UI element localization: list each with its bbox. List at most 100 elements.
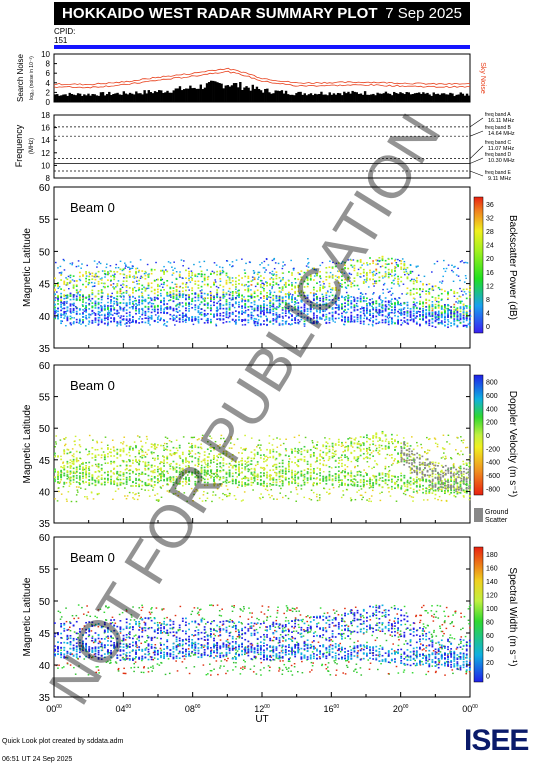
noise-bar: [174, 88, 178, 102]
power-band-cell: [138, 279, 141, 282]
power-band-cell: [250, 296, 253, 299]
power-band-cell: [57, 285, 59, 287]
power-band-cell: [453, 308, 456, 311]
noise-bar: [376, 92, 379, 102]
power-band-cell: [160, 289, 162, 292]
velocity-band-cell: [259, 449, 262, 451]
velocity-scatter-cell: [416, 441, 418, 444]
power-scatter-cell: [377, 322, 380, 324]
velocity-scatter-cell: [389, 495, 392, 497]
power-band-cell: [390, 308, 393, 311]
velocity-band-cell: [66, 452, 69, 455]
power-band-cell: [216, 313, 219, 315]
power-band-cell: [275, 312, 278, 314]
power-band-cell: [132, 291, 134, 294]
power-scatter-cell: [140, 275, 143, 278]
velocity-scatter-cell: [78, 481, 80, 484]
velocity-scatter-cell: [322, 471, 325, 473]
power-band-cell: [288, 294, 290, 296]
power-scatter-cell: [185, 282, 188, 284]
power-scatter-cell: [376, 259, 379, 262]
power-band-cell: [291, 274, 293, 276]
power-band-cell: [238, 303, 240, 306]
velocity-scatter-cell: [384, 468, 387, 470]
power-scatter-cell: [164, 307, 167, 309]
power-band-cell: [222, 294, 225, 296]
velocity-scatter-cell: [373, 466, 375, 468]
power-band-cell: [334, 301, 337, 303]
power-band-cell: [241, 320, 243, 323]
velocity-scatter-cell: [102, 451, 105, 453]
noise-bar: [266, 88, 269, 102]
power-band-cell: [459, 300, 462, 303]
velocity-scatter-cell: [370, 452, 373, 454]
power-band-cell: [263, 311, 265, 314]
power-band-cell: [116, 295, 119, 298]
power-band-cell: [116, 283, 119, 285]
power-band-cell: [266, 323, 268, 326]
velocity-scatter-cell: [216, 488, 219, 490]
power-band-cell: [60, 316, 63, 319]
power-band-cell: [203, 278, 206, 280]
power-scatter-cell: [85, 318, 88, 320]
noise-bar: [320, 91, 323, 102]
power-band-cell: [160, 309, 162, 311]
power-scatter-cell: [101, 292, 104, 294]
velocity-scatter-cell: [179, 469, 181, 471]
power-band-cell: [366, 309, 368, 312]
power-band-cell: [400, 312, 403, 315]
velocity-band-cell: [181, 459, 184, 461]
power-band-cell: [353, 316, 356, 318]
velocity-scatter-cell: [227, 495, 229, 497]
power-band-cell: [228, 281, 231, 284]
velocity-scatter-cell: [285, 438, 287, 440]
velocity-scatter-cell: [170, 477, 173, 479]
power-band-cell: [468, 315, 471, 318]
power-band-cell: [272, 297, 275, 300]
velocity-scatter-cell: [352, 478, 355, 480]
power-band-cell: [194, 296, 197, 299]
velocity-scatter-cell: [242, 499, 244, 501]
power-scatter-cell: [298, 273, 301, 275]
power-band-cell: [147, 308, 150, 310]
power-band-cell: [394, 311, 396, 313]
power-band-cell: [334, 289, 337, 291]
velocity-scatter-cell: [72, 481, 75, 483]
power-band-cell: [325, 304, 328, 307]
power-band-cell: [153, 292, 156, 295]
power-scatter-cell: [133, 277, 136, 279]
power-scatter-cell: [436, 318, 438, 321]
power-band-cell: [150, 286, 153, 289]
velocity-scatter-cell: [162, 471, 164, 473]
power-band-cell: [316, 305, 318, 307]
velocity-band-cell: [175, 452, 178, 454]
power-scatter-cell: [87, 283, 90, 286]
velocity-scatter-cell: [388, 469, 391, 472]
power-scatter-cell: [385, 305, 388, 308]
power-scatter-cell: [363, 279, 366, 281]
noise-bar: [301, 94, 304, 102]
velocity-band-cell: [263, 458, 265, 460]
power-band-cell: [97, 302, 100, 305]
velocity-scatter-cell: [132, 497, 134, 499]
velocity-band-cell: [97, 466, 100, 469]
plot-title: HOKKAIDO WEST RADAR SUMMARY PLOT: [62, 5, 378, 22]
power-band-cell: [175, 315, 178, 317]
noise-bar: [85, 95, 88, 102]
power-band-cell: [450, 289, 453, 291]
power-band-cell: [122, 318, 125, 320]
velocity-scatter-cell: [151, 453, 153, 455]
velocity-band-cell: [119, 450, 122, 452]
power-scatter-cell: [62, 258, 65, 261]
velocity-scatter-cell: [210, 437, 213, 439]
noise-bar: [397, 93, 400, 102]
power-band-cell: [110, 296, 112, 298]
velocity-scatter-cell: [65, 482, 68, 484]
velocity-scatter-cell: [152, 486, 155, 489]
power-band-cell: [181, 282, 184, 285]
power-band-cell: [231, 305, 234, 307]
power-scatter-cell: [287, 307, 290, 310]
noise-bar: [347, 91, 350, 102]
velocity-band-cell: [178, 444, 181, 447]
power-band-cell: [97, 319, 100, 322]
